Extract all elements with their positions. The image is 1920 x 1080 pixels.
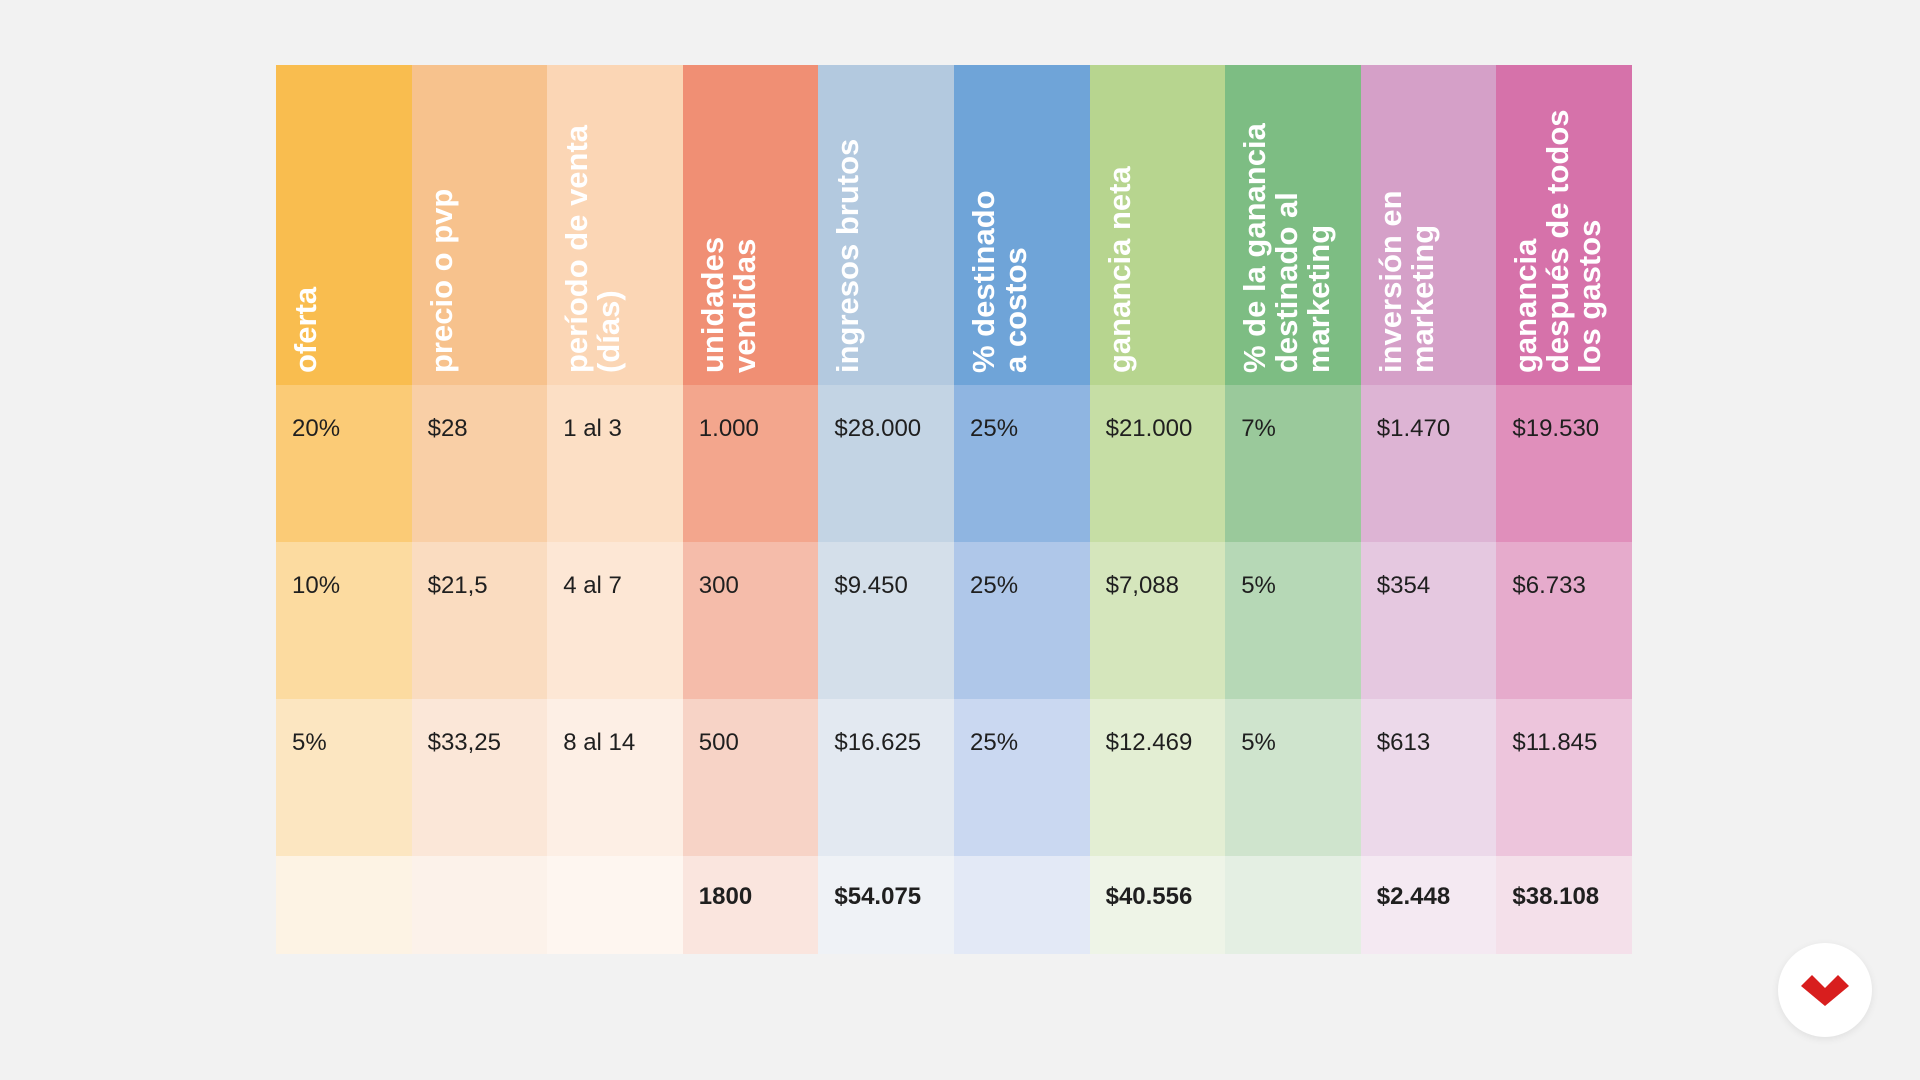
total-cell-pct-marketing — [1225, 856, 1361, 954]
table-cell-inversion: $1.470 — [1360, 385, 1497, 542]
table-cell-periodo: 4 al 7 — [547, 542, 683, 699]
table-cell-periodo: 8 al 14 — [547, 699, 683, 856]
total-cell-oferta — [276, 856, 412, 954]
table-cell-precio: $28 — [411, 385, 548, 542]
column-header-precio: precio o pvp — [411, 65, 548, 385]
table-cell-pct-marketing: 7% — [1225, 385, 1361, 542]
total-cell-ingresos: $54.075 — [818, 856, 954, 954]
column-header-label: período de venta (días) — [559, 124, 627, 373]
table-cell-unidades: 300 — [682, 542, 819, 699]
column-header-inversion: inversión en marketing — [1360, 65, 1497, 385]
column-header-label: ganancia después de todos los gastos — [1508, 109, 1608, 373]
table-cell-ganancia-neta: $7,088 — [1089, 542, 1226, 699]
table-cell-costos: 25% — [954, 699, 1090, 856]
column-header-ganancia-final: ganancia después de todos los gastos — [1496, 65, 1632, 385]
table-cell-oferta: 5% — [276, 699, 412, 856]
column-header-pct-marketing: % de la ganancia destinado al marketing — [1225, 65, 1361, 385]
table-cell-pct-marketing: 5% — [1225, 699, 1361, 856]
column-header-oferta: oferta — [276, 65, 412, 385]
table-cell-ganancia-final: $19.530 — [1496, 385, 1632, 542]
brand-logo-icon — [1801, 975, 1849, 1006]
table-cell-oferta: 10% — [276, 542, 412, 699]
column-header-label: ganancia neta — [1101, 166, 1137, 373]
column-header-label: unidades vendidas — [694, 236, 762, 373]
table-cell-ganancia-final: $6.733 — [1496, 542, 1632, 699]
table-cell-inversion: $354 — [1360, 542, 1497, 699]
total-cell-unidades: 1800 — [682, 856, 819, 954]
table-cell-ganancia-neta: $12.469 — [1089, 699, 1226, 856]
table-cell-ingresos: $9.450 — [818, 542, 954, 699]
table-cell-ganancia-neta: $21.000 — [1089, 385, 1226, 542]
table-cell-oferta: 20% — [276, 385, 412, 542]
brand-logo[interactable] — [1778, 943, 1872, 1037]
table-cell-pct-marketing: 5% — [1225, 542, 1361, 699]
column-header-label: inversión en marketing — [1372, 190, 1440, 373]
table-cell-ganancia-final: $11.845 — [1496, 699, 1632, 856]
column-header-label: % de la ganancia destinado al marketing — [1237, 123, 1337, 373]
total-cell-periodo — [547, 856, 683, 954]
column-header-periodo: período de venta (días) — [547, 65, 683, 385]
total-cell-precio — [411, 856, 548, 954]
column-header-label: % destinado a costos — [966, 190, 1033, 373]
table-cell-ingresos: $16.625 — [818, 699, 954, 856]
column-header-costos: % destinado a costos — [954, 65, 1090, 385]
table-cell-costos: 25% — [954, 542, 1090, 699]
profit-table: oferta precio o pvp período de venta (días… — [276, 65, 1632, 954]
table-cell-ingresos: $28.000 — [818, 385, 954, 542]
column-header-ingresos: ingresos brutos — [818, 65, 954, 385]
table-cell-inversion: $613 — [1360, 699, 1497, 856]
column-header-ganancia-neta: ganancia neta — [1089, 65, 1226, 385]
table-cell-costos: 25% — [954, 385, 1090, 542]
total-cell-ganancia-neta: $40.556 — [1089, 856, 1226, 954]
table-cell-periodo: 1 al 3 — [547, 385, 683, 542]
total-cell-costos — [954, 856, 1090, 954]
table-cell-precio: $21,5 — [411, 542, 548, 699]
table-cell-precio: $33,25 — [411, 699, 548, 856]
table-cell-unidades: 500 — [682, 699, 819, 856]
total-cell-inversion: $2.448 — [1360, 856, 1497, 954]
column-header-label: precio o pvp — [423, 188, 459, 373]
column-header-label: ingresos brutos — [830, 138, 866, 373]
column-header-label: oferta — [288, 286, 323, 373]
table-cell-unidades: 1.000 — [682, 385, 819, 542]
column-header-unidades: unidades vendidas — [682, 65, 819, 385]
total-cell-ganancia-final: $38.108 — [1496, 856, 1632, 954]
